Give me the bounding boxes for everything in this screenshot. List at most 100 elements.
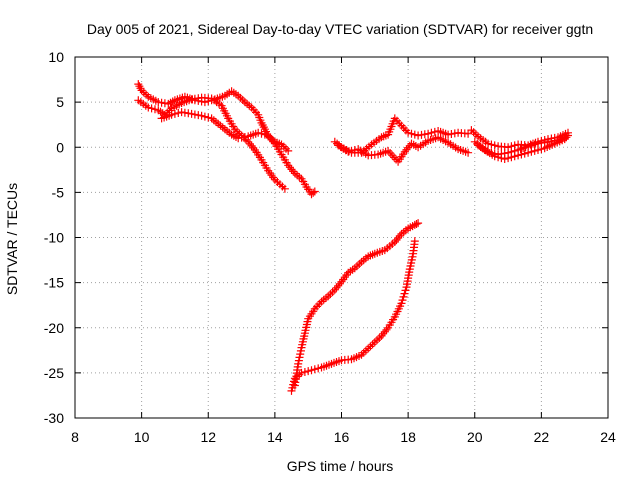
series-trail [160, 111, 316, 195]
data-point [404, 143, 413, 152]
data-point [557, 135, 566, 144]
data-point [284, 161, 293, 170]
data-point [554, 136, 562, 144]
data-point [344, 147, 353, 156]
x-tick-labels: 8 10 12 14 16 18 20 22 24 [71, 429, 616, 445]
data-point [197, 111, 206, 120]
data-point [264, 131, 273, 140]
y-tick-label: -30 [44, 410, 64, 426]
data-point [295, 353, 304, 362]
y-tick-label: -5 [52, 184, 65, 200]
data-point [487, 148, 496, 157]
y-tick-labels: -30 -25 -20 -15 -10 -5 0 5 10 [44, 49, 64, 426]
series-arc-4 [287, 237, 419, 395]
data-point [147, 104, 156, 113]
data-point [287, 165, 296, 174]
data-point [260, 130, 269, 139]
data-point [144, 103, 153, 112]
data-point [151, 105, 159, 114]
data-point [395, 231, 404, 240]
data-point [254, 128, 263, 137]
data-point [507, 147, 516, 156]
chart-title: Day 005 of 2021, Sidereal Day-to-day VTE… [87, 21, 593, 37]
data-point [167, 110, 176, 119]
y-tick-label: -25 [44, 365, 64, 381]
data-point [402, 145, 411, 154]
data-point [560, 134, 569, 143]
y-tick-label: -20 [44, 320, 64, 336]
data-point [517, 150, 526, 159]
data-point [407, 129, 416, 138]
data-point [424, 129, 433, 138]
x-tick-label: 18 [400, 429, 416, 445]
x-tick-label: 16 [334, 429, 350, 445]
data-point [380, 327, 389, 336]
data-point [280, 184, 289, 193]
data-point [399, 292, 408, 301]
data-point [332, 283, 341, 292]
data-point [527, 141, 536, 150]
series-arc-2 [134, 93, 289, 193]
x-tick-label: 20 [467, 429, 483, 445]
y-tick-label: -10 [44, 230, 64, 246]
data-point [204, 113, 213, 122]
data-point [524, 142, 533, 151]
y-tick-label: -15 [44, 275, 64, 291]
data-point [510, 146, 519, 155]
data-point [412, 220, 421, 228]
series-arc-5 [290, 219, 423, 390]
data-point [289, 167, 298, 176]
data-point [392, 236, 401, 244]
data-point [304, 367, 313, 376]
data-point [490, 149, 499, 158]
series-arc-3 [157, 108, 319, 199]
data-point [269, 137, 278, 146]
data-point [410, 237, 419, 246]
x-tick-label: 14 [267, 429, 283, 445]
data-point [464, 148, 473, 157]
data-point [310, 365, 319, 374]
data-point [300, 368, 309, 376]
data-point [294, 359, 303, 368]
data-point [379, 329, 388, 338]
data-point [157, 98, 166, 107]
data-point [484, 147, 493, 156]
data-point [410, 220, 419, 229]
x-tick-label: 22 [534, 429, 550, 445]
data-point [562, 133, 571, 142]
data-point [247, 141, 256, 150]
data-point [414, 219, 423, 228]
data-point [520, 149, 529, 158]
data-point [404, 128, 413, 137]
data-point [170, 109, 179, 118]
data-point [257, 129, 266, 138]
data-point [397, 299, 406, 308]
y-axis-title: SDTVAR / TECUs [4, 183, 20, 295]
data-point [180, 108, 189, 117]
series-arc-7 [334, 133, 473, 166]
data-point [245, 139, 254, 148]
data-series [134, 80, 572, 395]
data-point [307, 366, 316, 375]
data-point [190, 94, 199, 103]
data-point [504, 148, 513, 157]
data-point [530, 140, 539, 149]
data-point [330, 285, 339, 294]
axis-ticks [74, 56, 609, 419]
data-point [347, 146, 356, 155]
data-point [410, 130, 419, 139]
data-point [284, 146, 293, 155]
y-tick-label: 5 [56, 94, 64, 110]
data-point [309, 188, 318, 197]
data-point [390, 238, 399, 246]
data-point [314, 364, 323, 373]
x-tick-label: 12 [200, 429, 216, 445]
x-tick-label: 8 [71, 429, 79, 445]
series-arc-10 [474, 134, 569, 159]
x-tick-label: 10 [134, 429, 150, 445]
data-point [334, 281, 343, 290]
x-axis-title: GPS time / hours [287, 458, 394, 474]
data-point [310, 187, 319, 196]
data-point [401, 286, 410, 295]
